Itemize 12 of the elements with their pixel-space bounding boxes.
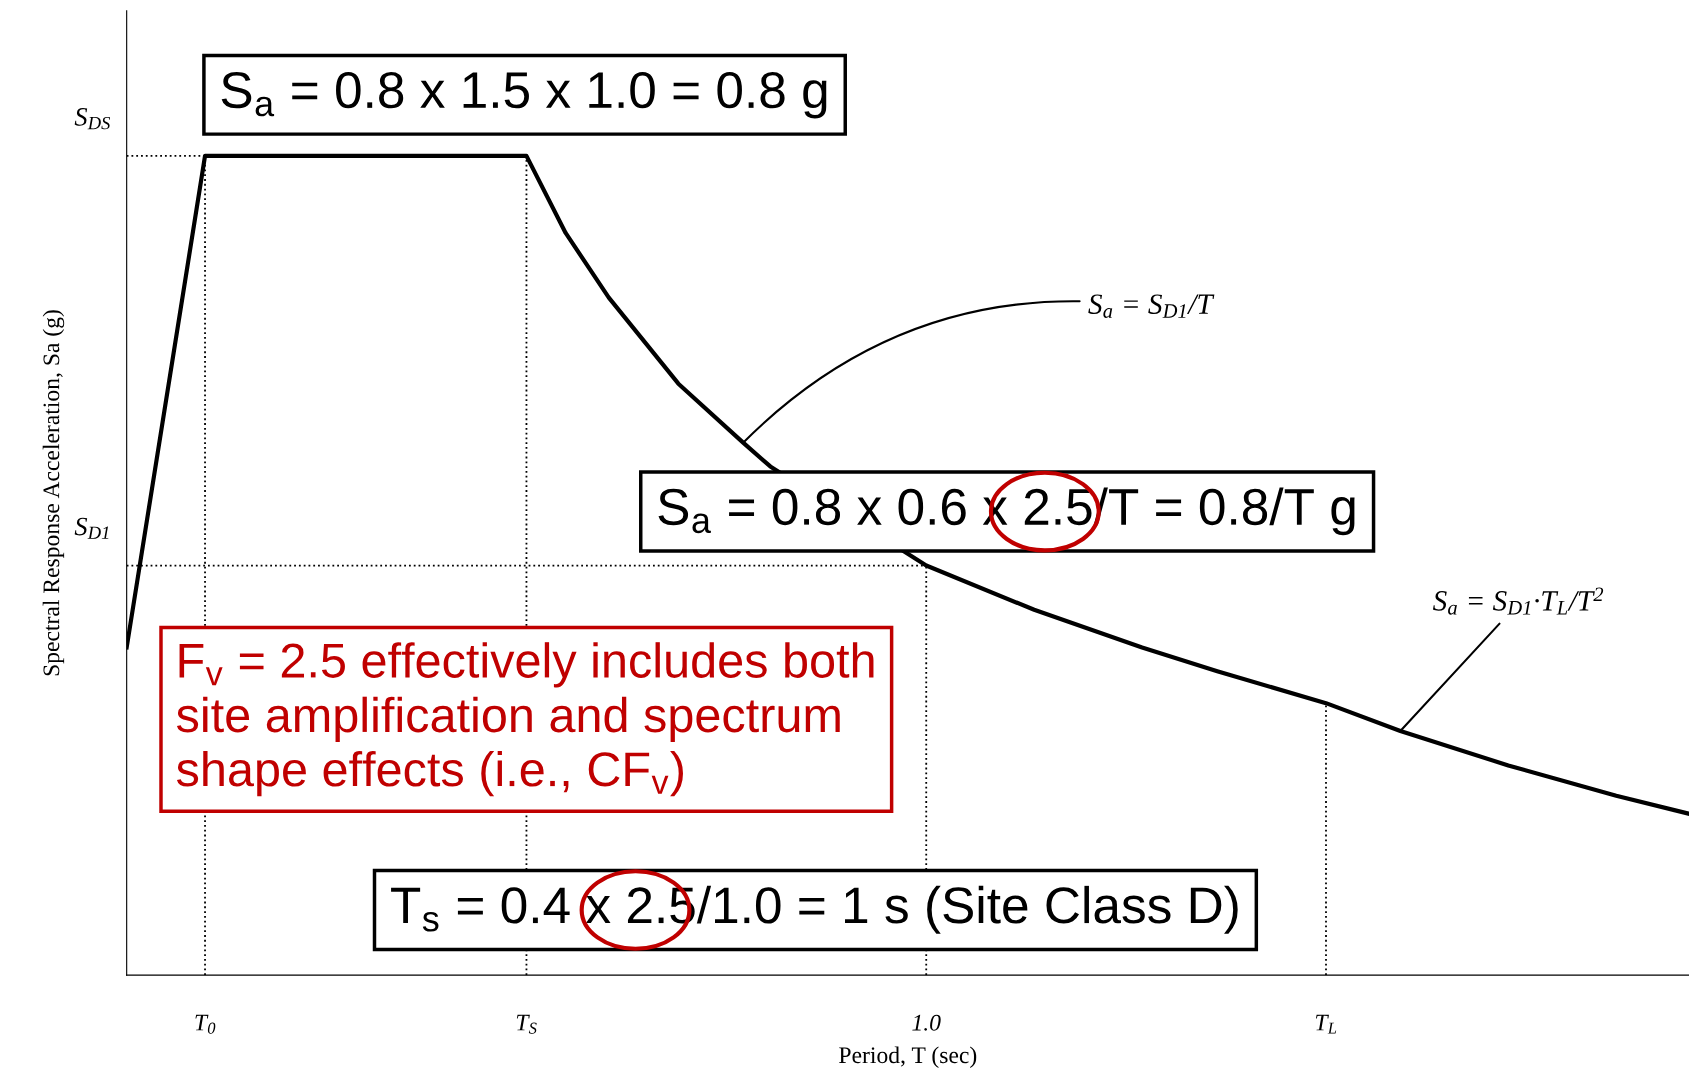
x-tick-label: T$_{L}$ [1315, 1014, 1337, 1034]
annotation: S$_{a}$ = S$_{D1}$·T$_{L}$/T$^{2}$ [1432, 587, 1604, 615]
ref-line-label: S$_{D1}$ [74, 517, 109, 539]
annotation: F$_{v}$ = 2.5 effectively includes both site amplification and spectrum shape effects (i.e., CF$_{v}$) [176, 642, 874, 797]
annotation: S$_{a}$ = S$_{D1}$/T [1088, 294, 1215, 318]
x-tick-label: 1.0 [912, 1014, 941, 1031]
y-axis-title: Spectral Response Acceleration, Sa (g) [42, 310, 65, 676]
x-tick-label: T$_{0}$ [195, 1014, 216, 1034]
x-axis-title: Period, T (sec) [839, 1046, 977, 1068]
ref-line-label: S$_{DS}$ [74, 108, 111, 130]
text: S$_{a}$ = 0.8 x 1.5 x 1.0 = 0.8 g [221, 71, 827, 119]
x-tick-label: T$_{S}$ [516, 1014, 537, 1034]
